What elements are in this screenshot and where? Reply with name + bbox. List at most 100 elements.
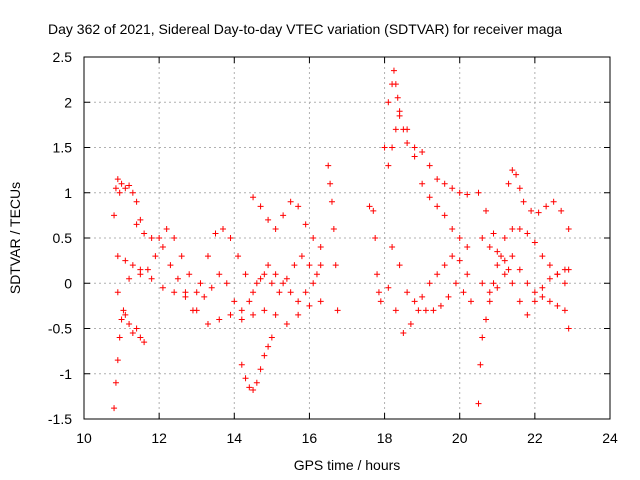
data-point <box>509 253 516 260</box>
x-tick-label: 18 <box>377 430 393 446</box>
data-point <box>422 307 429 314</box>
data-point <box>509 225 516 232</box>
data-point <box>385 99 392 106</box>
data-point <box>419 180 426 187</box>
data-point <box>445 293 452 300</box>
y-tick-labels: -1.5 -1 -0.5 0 0.5 1 1.5 2 2.5 <box>48 49 72 427</box>
y-tick-label: 1.5 <box>53 140 73 156</box>
data-point <box>535 209 542 216</box>
data-point <box>126 320 133 327</box>
data-point <box>126 275 133 282</box>
data-point <box>204 253 211 260</box>
data-point <box>291 262 298 269</box>
data-point <box>464 244 471 251</box>
data-point <box>306 262 313 269</box>
series-arc-m <box>389 244 471 305</box>
data-point <box>434 176 441 183</box>
data-point <box>426 280 433 287</box>
data-point <box>546 262 553 269</box>
data-point <box>148 275 155 282</box>
data-point <box>231 298 238 305</box>
x-axis-label: GPS time / hours <box>294 457 401 473</box>
data-point <box>565 266 572 273</box>
data-point <box>159 284 166 291</box>
data-point <box>280 280 287 287</box>
data-point <box>407 320 414 327</box>
data-point <box>392 81 399 88</box>
data-point <box>129 262 136 269</box>
x-tick-labels: 10 12 14 16 18 20 22 24 <box>76 430 618 446</box>
data-point <box>220 225 227 232</box>
series-arc-f <box>238 334 275 394</box>
data-point <box>272 271 279 278</box>
data-point <box>394 94 401 101</box>
data-point <box>419 149 426 156</box>
data-point <box>546 298 553 305</box>
data-point <box>137 266 144 273</box>
data-point <box>295 298 302 305</box>
data-point <box>565 325 572 332</box>
data-point <box>415 307 422 314</box>
data-point <box>114 176 121 183</box>
data-point <box>558 207 565 214</box>
data-point <box>554 271 561 278</box>
data-point <box>182 293 189 300</box>
data-point <box>434 203 441 210</box>
data-point <box>141 230 148 237</box>
data-point <box>449 185 456 192</box>
data-point <box>543 203 550 210</box>
data-point <box>490 230 497 237</box>
data-point <box>265 262 272 269</box>
series-arc-k <box>385 112 471 251</box>
data-point <box>509 167 516 174</box>
data-point <box>129 330 136 337</box>
data-point <box>370 207 377 214</box>
data-point <box>156 235 163 241</box>
data-point <box>505 180 512 187</box>
data-point <box>334 307 341 314</box>
data-point <box>464 191 471 198</box>
data-point <box>178 253 185 260</box>
data-point <box>197 280 204 287</box>
data-point <box>325 162 332 169</box>
data-point <box>276 289 283 296</box>
y-tick-label: 2 <box>64 94 72 110</box>
data-point <box>460 289 467 296</box>
series-arc-e <box>114 266 324 327</box>
data-point <box>494 284 501 291</box>
data-point <box>516 225 523 232</box>
data-point <box>302 289 309 296</box>
data-point <box>112 379 119 386</box>
data-point <box>261 271 268 278</box>
data-point <box>227 235 234 241</box>
data-point <box>250 289 257 296</box>
chart-title: Day 362 of 2021, Sidereal Day-to-day VTE… <box>48 21 562 37</box>
data-point <box>385 162 392 169</box>
data-point <box>265 216 272 223</box>
data-point <box>250 194 257 201</box>
data-point <box>313 271 320 278</box>
data-point <box>238 307 245 314</box>
data-point <box>302 221 309 228</box>
series-arc-l <box>385 280 474 337</box>
data-point <box>477 361 484 368</box>
data-point <box>201 293 208 300</box>
data-point <box>475 189 482 196</box>
data-point <box>524 230 531 237</box>
data-point <box>396 262 403 269</box>
data-point <box>287 289 294 296</box>
data-point <box>111 405 118 412</box>
y-tick-label: 0 <box>64 275 72 291</box>
data-point <box>486 289 493 296</box>
x-tick-label: 22 <box>527 430 543 446</box>
data-point <box>114 289 121 296</box>
data-point <box>441 212 448 219</box>
data-point <box>426 162 433 169</box>
data-point <box>509 280 516 287</box>
data-point <box>389 244 396 251</box>
data-point <box>118 180 125 187</box>
data-point <box>524 311 531 318</box>
data-point <box>246 298 253 305</box>
data-point <box>216 271 223 278</box>
series-arc-b <box>111 176 144 223</box>
